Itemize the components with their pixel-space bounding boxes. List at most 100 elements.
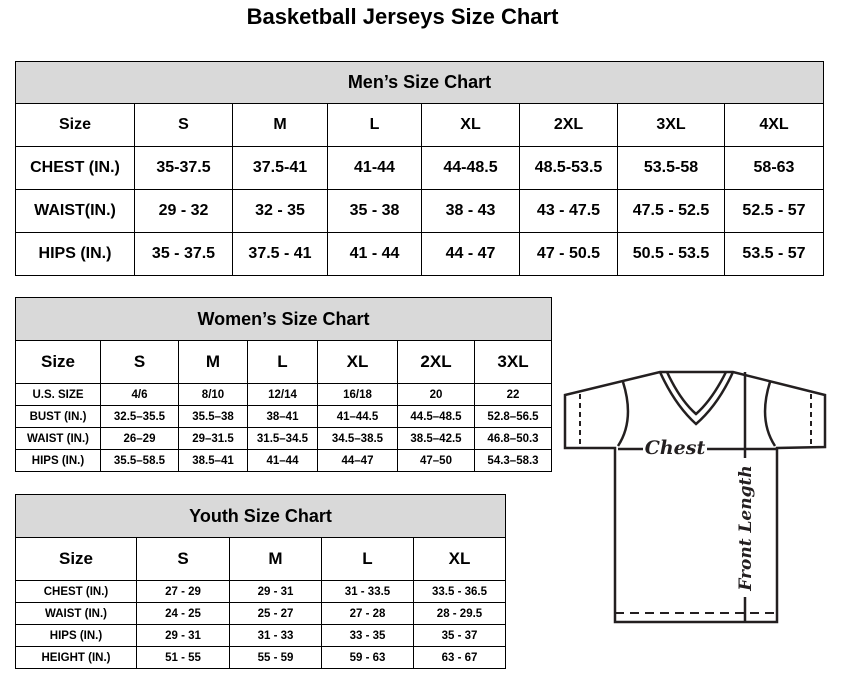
table-cell: 59 - 63 [321,646,414,669]
row-label: Size [15,537,137,581]
table-cell: 26–29 [100,427,179,450]
table-cell: 35.5–58.5 [100,449,179,472]
table-cell: 27 - 29 [136,580,230,603]
table-cell: S [100,340,179,384]
table-cell: 12/14 [247,383,318,406]
table-cell: 31 - 33.5 [321,580,414,603]
table-cell: 52.8–56.5 [473,405,553,428]
table-cell: 2XL [397,340,475,384]
table-cell: 35 - 37 [412,624,507,647]
shirt-outline [563,370,827,624]
row-label: WAIST (IN.) [15,602,137,625]
table-row: CHEST (IN.) 27 - 29 29 - 31 31 - 33.5 33.5 -… [15,580,507,603]
table-cell: 31.5–34.5 [247,427,318,450]
table-cell: 31 - 33 [229,624,322,647]
table-cell: L [321,537,414,581]
table-cell: 35 - 38 [327,189,422,233]
table-cell: 54.3–58.3 [473,449,553,472]
row-label: BUST (IN.) [15,405,101,428]
table-header-row: Size S M L XL [15,537,507,581]
table-row: WAIST (IN.) 24 - 25 25 - 27 27 - 28 28 - 29.… [15,602,507,625]
jersey-diagram: Chest Front Length [563,370,827,624]
row-label: CHEST (IN.) [15,580,137,603]
table-cell: 47–50 [397,449,475,472]
table-row: U.S. SIZE 4/6 8/10 12/14 16/18 20 22 [15,383,553,406]
table-cell: 44-48.5 [421,146,520,190]
row-label: U.S. SIZE [15,383,101,406]
table-cell: 47.5 - 52.5 [617,189,725,233]
table-cell: 29 - 32 [134,189,233,233]
table-cell: 33.5 - 36.5 [412,580,507,603]
table-cell: 16/18 [317,383,398,406]
table-cell: 41-44 [327,146,422,190]
table-row: HIPS (IN.) 35.5–58.5 38.5–41 41–44 44–47 47–5… [15,449,553,472]
table-cell: XL [412,537,507,581]
table-cell: 35 - 37.5 [134,232,233,276]
table-cell: 44–47 [317,449,398,472]
table-cell: 38.5–41 [178,449,248,472]
table-cell: L [327,103,422,147]
table-cell: 8/10 [178,383,248,406]
table-cell: 32.5–35.5 [100,405,179,428]
table-cell: 3XL [617,103,725,147]
table-cell: XL [317,340,398,384]
table-cell: S [134,103,233,147]
table-cell: 47 - 50.5 [519,232,618,276]
table-cell: 20 [397,383,475,406]
table-cell: M [229,537,322,581]
table-cell: 34.5–38.5 [317,427,398,450]
row-label: Size [15,340,101,384]
table-row: HEIGHT (IN.) 51 - 55 55 - 59 59 - 63 63 - 67 [15,646,507,669]
row-label: Size [15,103,135,147]
table-cell: M [232,103,328,147]
table-cell: S [136,537,230,581]
table-cell: 27 - 28 [321,602,414,625]
row-label: HIPS (IN.) [15,232,135,276]
table-cell: 55 - 59 [229,646,322,669]
row-label: HIPS (IN.) [15,624,137,647]
table-header-row: Size S M L XL 2XL 3XL [15,340,553,384]
table-cell: 32 - 35 [232,189,328,233]
table-cell: 24 - 25 [136,602,230,625]
table-cell: 28 - 29.5 [412,602,507,625]
table-cell: M [178,340,248,384]
mens-heading: Men’s Size Chart [15,61,824,104]
row-label: HEIGHT (IN.) [15,646,137,669]
table-cell: 35.5–38 [178,405,248,428]
table-cell: L [247,340,318,384]
table-cell: 33 - 35 [321,624,414,647]
row-label: HIPS (IN.) [15,449,101,472]
mens-size-table: Men’s Size Chart Size S M L XL 2XL 3XL 4XL CHEST… [15,61,824,276]
table-row: HIPS (IN.) 29 - 31 31 - 33 33 - 35 35 - 37 [15,624,507,647]
table-cell: 4/6 [100,383,179,406]
row-label: WAIST(IN.) [15,189,135,233]
table-cell: 58-63 [724,146,824,190]
table-cell: 41–44.5 [317,405,398,428]
table-cell: 43 - 47.5 [519,189,618,233]
table-cell: 4XL [724,103,824,147]
youth-size-table: Youth Size Chart Size S M L XL CHEST (IN.) 27 … [14,494,507,669]
youth-heading: Youth Size Chart [14,494,507,538]
table-cell: 63 - 67 [412,646,507,669]
table-cell: 41 - 44 [327,232,422,276]
table-cell: 29 - 31 [229,580,322,603]
table-cell: 37.5-41 [232,146,328,190]
table-cell: 50.5 - 53.5 [617,232,725,276]
table-cell: 46.8–50.3 [473,427,553,450]
table-row: HIPS (IN.) 35 - 37.5 37.5 - 41 41 - 44 44 - … [15,232,824,276]
table-cell: 51 - 55 [136,646,230,669]
womens-heading: Women’s Size Chart [14,297,553,341]
table-row: WAIST (IN.) 26–29 29–31.5 31.5–34.5 34.5–38.… [15,427,553,450]
table-row: WAIST(IN.) 29 - 32 32 - 35 35 - 38 38 - 43 43… [15,189,824,233]
table-cell: 35-37.5 [134,146,233,190]
table-cell: 41–44 [247,449,318,472]
table-cell: 37.5 - 41 [232,232,328,276]
table-row: CHEST (IN.) 35-37.5 37.5-41 41-44 44-48.5 48.… [15,146,824,190]
table-cell: 38 - 43 [421,189,520,233]
table-cell: 53.5 - 57 [724,232,824,276]
table-cell: 48.5-53.5 [519,146,618,190]
chest-label: Chest [645,437,706,459]
table-row: BUST (IN.) 32.5–35.5 35.5–38 38–41 41–44.5 44… [15,405,553,428]
table-header-row: Size S M L XL 2XL 3XL 4XL [15,103,824,147]
table-cell: 52.5 - 57 [724,189,824,233]
